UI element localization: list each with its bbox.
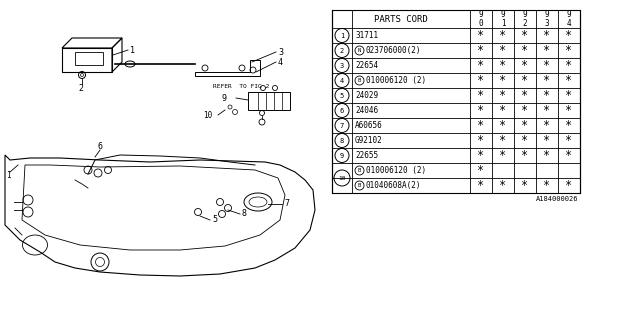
Text: 22655: 22655 xyxy=(355,151,378,160)
Text: *: * xyxy=(565,74,573,87)
Text: 023706000(2): 023706000(2) xyxy=(366,46,422,55)
Text: *: * xyxy=(499,179,507,192)
Text: *: * xyxy=(499,59,507,72)
Text: *: * xyxy=(522,119,529,132)
Text: B: B xyxy=(358,183,361,188)
Text: B: B xyxy=(358,168,361,173)
Text: 4: 4 xyxy=(340,77,344,84)
Text: 1: 1 xyxy=(130,45,135,54)
Text: 5: 5 xyxy=(340,92,344,99)
Text: PARTS CORD: PARTS CORD xyxy=(374,14,428,23)
Text: 1: 1 xyxy=(6,171,11,180)
Text: 4: 4 xyxy=(278,58,283,67)
Text: 7: 7 xyxy=(284,199,289,209)
Text: 9: 9 xyxy=(340,153,344,158)
Text: *: * xyxy=(477,59,484,72)
Text: 9
2: 9 2 xyxy=(523,10,527,28)
Text: *: * xyxy=(565,119,573,132)
Text: 3: 3 xyxy=(278,47,283,57)
Text: *: * xyxy=(499,74,507,87)
Bar xyxy=(332,10,580,193)
Text: A60656: A60656 xyxy=(355,121,383,130)
Text: 010006120 (2): 010006120 (2) xyxy=(366,166,426,175)
Text: 9
1: 9 1 xyxy=(500,10,506,28)
Text: *: * xyxy=(543,89,550,102)
Text: 2: 2 xyxy=(78,84,83,92)
Text: 22654: 22654 xyxy=(355,61,378,70)
Text: G92102: G92102 xyxy=(355,136,383,145)
Text: *: * xyxy=(499,149,507,162)
Text: *: * xyxy=(499,29,507,42)
Text: *: * xyxy=(543,29,550,42)
Text: 2: 2 xyxy=(340,47,344,53)
Text: *: * xyxy=(499,119,507,132)
Text: B: B xyxy=(358,78,361,83)
Text: *: * xyxy=(522,149,529,162)
Text: *: * xyxy=(522,29,529,42)
Text: 5: 5 xyxy=(212,215,217,225)
Text: *: * xyxy=(543,74,550,87)
Text: *: * xyxy=(543,179,550,192)
Text: *: * xyxy=(565,89,573,102)
Text: 31711: 31711 xyxy=(355,31,378,40)
Text: *: * xyxy=(522,59,529,72)
Text: *: * xyxy=(522,104,529,117)
Text: 1: 1 xyxy=(340,33,344,38)
Text: *: * xyxy=(522,179,529,192)
Text: 3: 3 xyxy=(340,62,344,68)
Text: *: * xyxy=(499,44,507,57)
Text: *: * xyxy=(477,179,484,192)
Text: *: * xyxy=(499,104,507,117)
Text: *: * xyxy=(565,179,573,192)
Text: *: * xyxy=(565,59,573,72)
Text: *: * xyxy=(565,134,573,147)
Text: *: * xyxy=(522,74,529,87)
Text: *: * xyxy=(543,134,550,147)
Text: 10: 10 xyxy=(339,175,346,180)
Text: 01040608A(2): 01040608A(2) xyxy=(366,181,422,190)
Text: *: * xyxy=(543,104,550,117)
Text: 8: 8 xyxy=(340,138,344,143)
Text: REFER  TO FIG 2: REFER TO FIG 2 xyxy=(213,84,269,89)
Text: *: * xyxy=(522,134,529,147)
Text: *: * xyxy=(565,29,573,42)
Text: 7: 7 xyxy=(340,123,344,129)
Text: *: * xyxy=(543,44,550,57)
Text: *: * xyxy=(543,119,550,132)
Text: *: * xyxy=(477,29,484,42)
Text: *: * xyxy=(565,44,573,57)
Text: *: * xyxy=(543,149,550,162)
Text: 6: 6 xyxy=(340,108,344,114)
Text: 9
0: 9 0 xyxy=(479,10,483,28)
Text: 8: 8 xyxy=(242,210,247,219)
Text: *: * xyxy=(477,104,484,117)
Text: 9
4: 9 4 xyxy=(566,10,572,28)
Text: *: * xyxy=(477,134,484,147)
Text: *: * xyxy=(477,164,484,177)
Text: 24046: 24046 xyxy=(355,106,378,115)
Text: *: * xyxy=(499,89,507,102)
Text: *: * xyxy=(499,134,507,147)
Text: 24029: 24029 xyxy=(355,91,378,100)
Text: *: * xyxy=(522,89,529,102)
Text: *: * xyxy=(477,74,484,87)
Text: *: * xyxy=(477,44,484,57)
Text: *: * xyxy=(477,119,484,132)
Text: *: * xyxy=(565,149,573,162)
Text: N: N xyxy=(358,48,361,53)
Text: 010006120 (2): 010006120 (2) xyxy=(366,76,426,85)
Text: *: * xyxy=(477,149,484,162)
Text: 9
3: 9 3 xyxy=(545,10,549,28)
Text: *: * xyxy=(543,59,550,72)
Text: *: * xyxy=(522,44,529,57)
Text: 9: 9 xyxy=(222,93,227,102)
Text: A184000026: A184000026 xyxy=(536,196,578,202)
Text: *: * xyxy=(565,104,573,117)
Text: 6: 6 xyxy=(97,141,102,150)
Text: *: * xyxy=(477,89,484,102)
Text: 10: 10 xyxy=(203,110,212,119)
